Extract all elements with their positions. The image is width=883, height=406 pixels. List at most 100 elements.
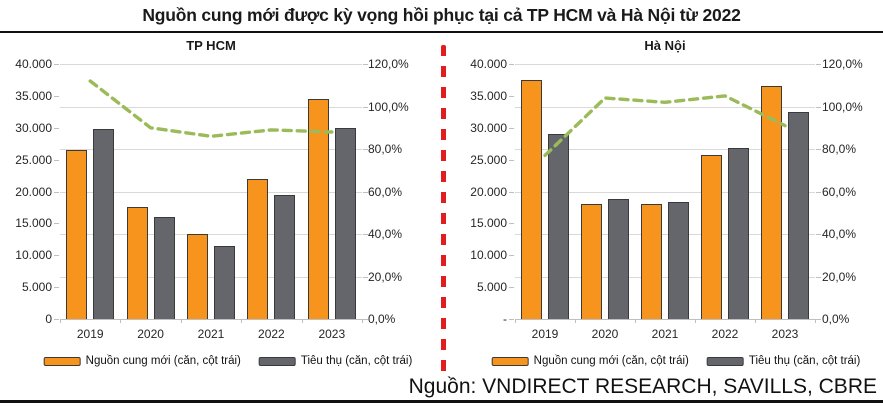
x-axis-year-label: 2021	[651, 327, 679, 341]
supply-bar	[701, 154, 722, 319]
legend-label-supply: Nguồn cung mới (căn, cột trái)	[85, 355, 241, 367]
y-axis-label-left: 35.000	[470, 88, 507, 103]
x-axis-tick	[815, 319, 816, 323]
chart-title-hanoi: Hà Nội	[644, 38, 686, 53]
y-axis-label-left: 40.000	[470, 57, 507, 71]
supply-bar	[247, 178, 269, 319]
y-axis-tick	[54, 64, 59, 65]
y-axis-label-right: 0,0%	[368, 312, 396, 326]
x-axis-year-label: 2019	[531, 327, 559, 341]
y-axis-label-left: 10.000	[470, 248, 507, 263]
y-axis-label-left: 30.000	[15, 120, 52, 135]
bottom-rule	[0, 400, 883, 403]
y-axis-label-right: 100,0%	[368, 99, 409, 114]
gridline	[60, 191, 362, 193]
y-axis-tick	[509, 287, 514, 289]
y-axis-tick	[54, 95, 59, 97]
y-axis-tick	[363, 149, 368, 150]
y-axis-tick	[509, 127, 514, 129]
x-axis-year-label: 2020	[137, 327, 164, 341]
absorption-bar	[334, 127, 356, 319]
figure-title: Nguồn cung mới được kỳ vọng hồi phục tại…	[142, 5, 741, 25]
y-axis-tick	[363, 276, 368, 278]
gridline	[60, 64, 362, 65]
y-axis-tick	[816, 106, 821, 108]
supply-bar	[307, 99, 329, 319]
y-axis-tick	[363, 106, 368, 108]
y-axis-label-left: 35.000	[15, 88, 52, 103]
x-axis-year-label: 2022	[711, 327, 739, 341]
y-axis-tick	[363, 191, 368, 193]
y-axis-tick	[54, 159, 59, 161]
legend-swatch-supply	[491, 356, 529, 366]
y-axis-tick	[54, 127, 59, 129]
x-axis-tick	[695, 319, 696, 323]
absorption-bar	[608, 199, 629, 319]
y-axis-tick	[816, 149, 821, 150]
y-axis-label-left: 10.000	[15, 248, 52, 263]
y-axis-tick	[54, 287, 59, 289]
red-dashed-divider	[441, 45, 446, 375]
y-axis-label-right: 40,0%	[822, 227, 857, 241]
absorption-bar	[274, 194, 296, 319]
y-axis-label-left: 30.000	[470, 120, 507, 135]
y-axis-label-right: 120,0%	[822, 57, 863, 71]
legend-label-supply: Nguồn cung mới (căn, cột trái)	[533, 355, 689, 367]
y-axis-label-right: 60,0%	[822, 184, 857, 199]
x-axis-tick	[241, 319, 243, 323]
y-axis-label-right: 20,0%	[368, 269, 403, 284]
x-axis-year-label: 2020	[591, 327, 619, 341]
supply-bar	[641, 203, 662, 319]
y-axis-tick	[54, 255, 59, 257]
y-axis-tick	[363, 319, 368, 320]
y-axis-tick	[509, 64, 514, 65]
x-axis-tick	[120, 319, 122, 323]
y-axis-label-right: 80,0%	[822, 142, 857, 156]
x-axis-year-label: 2021	[197, 327, 225, 341]
plot-area	[515, 64, 815, 321]
legend-swatch-absorption	[258, 356, 296, 366]
legend-swatch-absorption	[706, 356, 744, 366]
y-axis-tick	[509, 159, 514, 161]
y-axis-label-left: 5.000	[476, 280, 507, 295]
absorption-bar	[728, 148, 749, 319]
figure-header: Nguồn cung mới được kỳ vọng hồi phục tại…	[0, 0, 883, 33]
x-axis-year-label: 2023	[771, 327, 799, 341]
supply-bar	[761, 86, 782, 319]
legend-item-absorption: Tiêu thụ (căn, cột trái)	[706, 355, 860, 367]
y-axis-tick	[816, 234, 821, 235]
supply-bar	[581, 203, 602, 319]
y-axis-label-left: 15.000	[470, 216, 507, 231]
absorption-rate-dashed-line	[88, 79, 334, 139]
x-axis-year-label: 2022	[258, 327, 285, 341]
x-axis-line	[515, 319, 815, 321]
gridline	[515, 191, 815, 193]
gridline	[60, 234, 362, 235]
y-axis-tick	[363, 64, 368, 65]
x-axis-tick	[60, 319, 61, 323]
y-axis-tick	[509, 255, 514, 257]
x-axis-tick	[301, 319, 303, 323]
legend-swatch-supply	[43, 356, 81, 366]
absorption-bar	[668, 201, 689, 319]
y-axis-label-left: -	[503, 312, 507, 326]
y-axis-label-right: 80,0%	[368, 142, 403, 156]
y-axis-tick	[54, 319, 59, 320]
y-axis-label-right: 60,0%	[368, 184, 403, 199]
x-axis-tick	[575, 319, 576, 323]
legend-item-supply: Nguồn cung mới (căn, cột trái)	[43, 355, 241, 367]
y-axis-tick	[816, 191, 821, 193]
x-axis-year-label: 2023	[318, 327, 346, 341]
legend-label-absorption: Tiêu thụ (căn, cột trái)	[300, 355, 413, 367]
y-axis-tick	[54, 223, 59, 225]
y-axis-tick	[509, 319, 514, 320]
absorption-bar	[548, 134, 569, 319]
gridline	[60, 276, 362, 278]
source-note: Nguồn: VNDIRECT RESEARCH, SAVILLS, CBRE	[408, 375, 877, 398]
x-axis-year-label: 2019	[76, 327, 104, 341]
chart-title-tphcm: TP HCM	[186, 38, 236, 53]
supply-bar	[66, 150, 88, 319]
y-axis-tick	[509, 95, 514, 97]
gridline	[515, 234, 815, 235]
